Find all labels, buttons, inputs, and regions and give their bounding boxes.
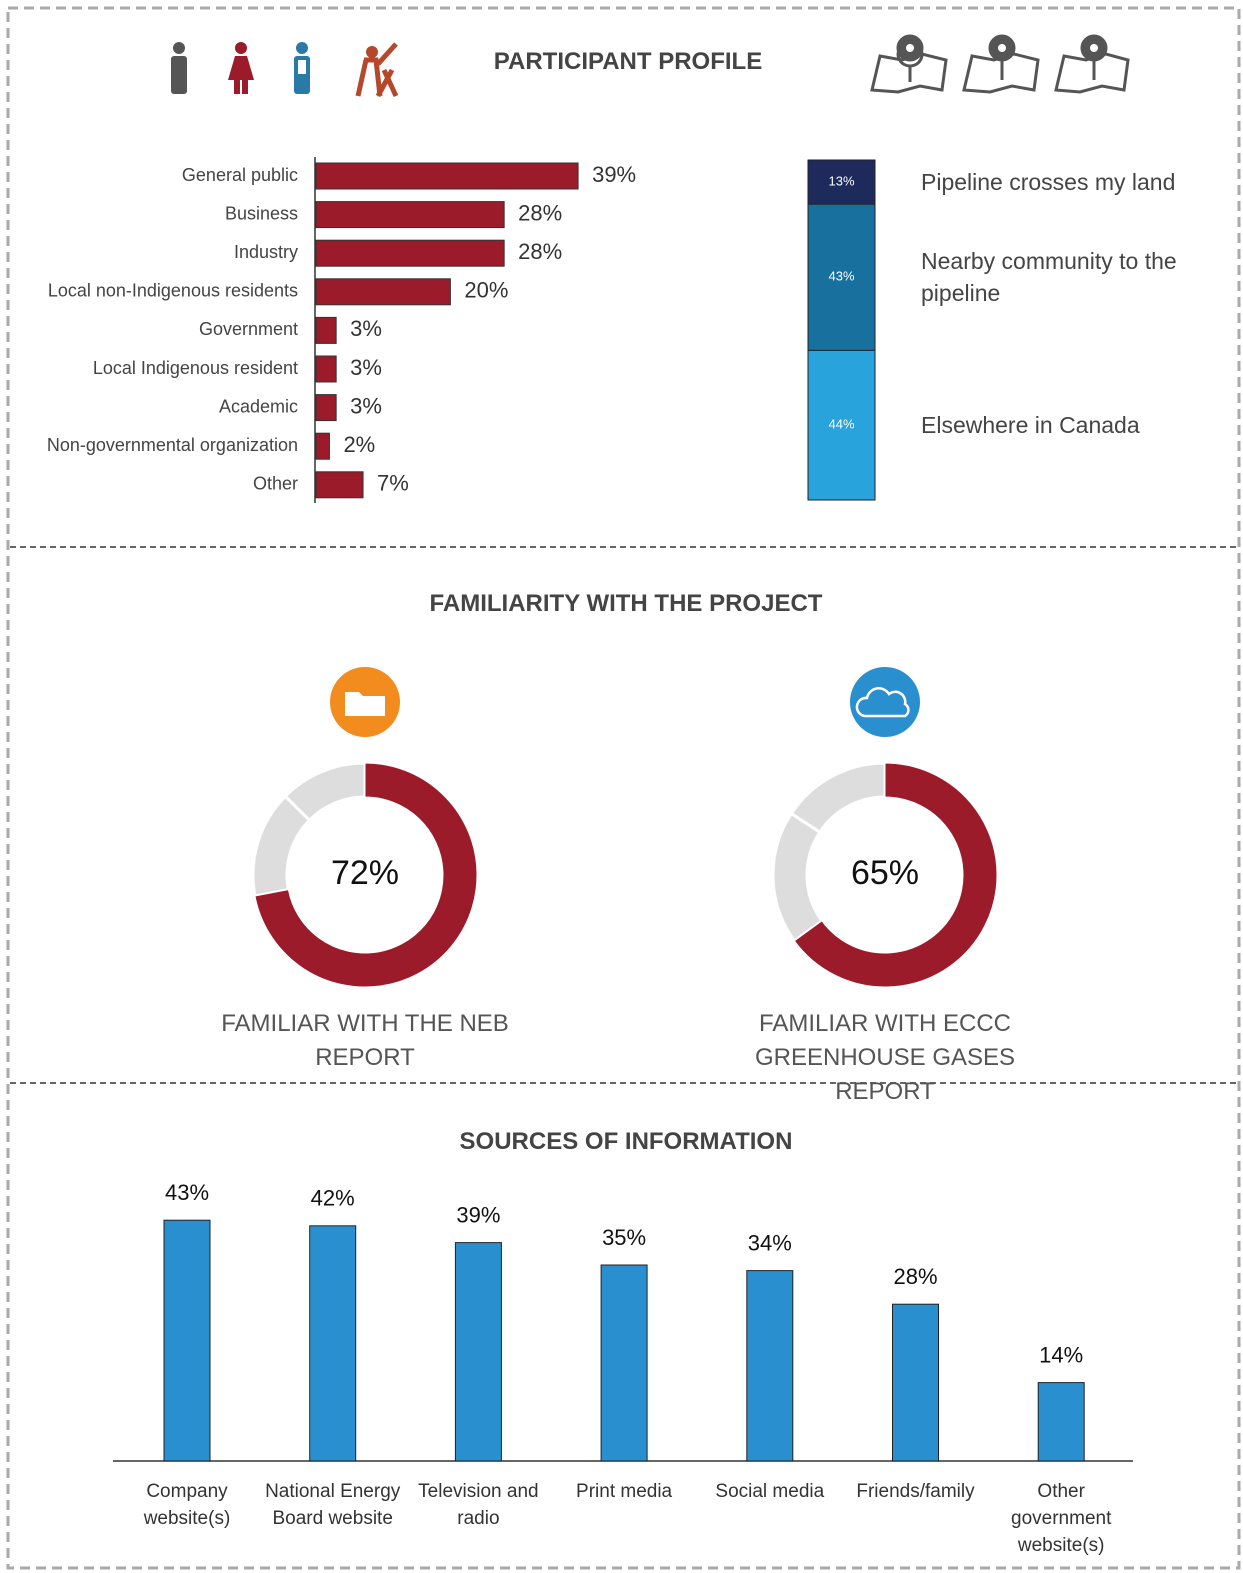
stack-segment <box>807 349 876 501</box>
segment-label: 44% <box>828 417 854 432</box>
bar <box>454 1242 502 1462</box>
bar <box>315 471 364 499</box>
category-label: Government <box>199 319 298 339</box>
category-label: Local Indigenous resident <box>93 358 298 378</box>
value-label: 2% <box>343 432 375 457</box>
bar <box>315 278 451 306</box>
segment-label: 43% <box>828 269 854 284</box>
value-label: 3% <box>350 316 382 341</box>
donut-label: FAMILIAR WITH THE NEB REPORT <box>221 1010 509 1071</box>
category-label: Social media <box>715 1481 825 1502</box>
bar <box>315 162 579 190</box>
bar <box>600 1264 648 1462</box>
donut-label: FAMILIAR WITH ECCC GREENHOUSE GASES REPO… <box>754 1010 1016 1105</box>
category-label: Local non-Indigenous residents <box>48 281 298 301</box>
stack-segment <box>807 159 876 205</box>
people-icons <box>171 42 399 98</box>
bar <box>315 201 505 229</box>
value-label: 14% <box>1039 1342 1083 1367</box>
donut-remainder <box>771 811 824 943</box>
donut-value: 72% <box>331 854 399 892</box>
category-label: Other government website(s) <box>1011 1481 1112 1556</box>
value-label: 39% <box>592 162 636 187</box>
bar <box>315 432 330 460</box>
category-label: Company website(s) <box>143 1481 231 1529</box>
category-label: General public <box>182 165 298 185</box>
bar <box>309 1225 357 1462</box>
bar <box>1037 1382 1085 1462</box>
value-label: 34% <box>748 1230 792 1255</box>
segment-label: 13% <box>828 174 854 189</box>
value-label: 43% <box>165 1180 209 1205</box>
value-label: 7% <box>377 471 409 496</box>
value-label: 3% <box>350 393 382 418</box>
bar <box>746 1270 794 1462</box>
bar <box>315 394 337 422</box>
cloud-icon <box>855 687 910 718</box>
value-label: 28% <box>893 1264 937 1289</box>
icon <box>850 667 920 737</box>
segment-legend: Elsewhere in Canada <box>921 412 1140 439</box>
value-label: 28% <box>518 200 562 225</box>
category-label: Friends/family <box>856 1481 975 1502</box>
map-icons <box>870 34 1130 94</box>
bar <box>315 316 337 344</box>
donut-value: 65% <box>851 854 919 892</box>
donut-remainder <box>789 761 887 835</box>
bar <box>315 355 337 383</box>
category-label: Business <box>225 203 298 223</box>
value-label: 3% <box>350 355 382 380</box>
border <box>6 6 1241 1570</box>
value-label: 35% <box>602 1225 646 1250</box>
section-title: FAMILIARITY WITH THE PROJECT <box>429 590 823 617</box>
category-label: Print media <box>576 1481 673 1502</box>
bar <box>315 239 505 267</box>
section-title: PARTICIPANT PROFILE <box>493 48 763 75</box>
category-label: Academic <box>219 396 298 416</box>
category-label: Other <box>253 474 298 494</box>
value-label: 39% <box>456 1202 500 1227</box>
category-label: Industry <box>234 242 298 262</box>
category-label: Television and radio <box>418 1481 539 1529</box>
segment-legend: Pipeline crosses my land <box>921 169 1176 196</box>
category-label: National Energy Board website <box>265 1481 401 1529</box>
value-label: 28% <box>518 239 562 264</box>
section-title: SOURCES OF INFORMATION <box>459 1128 793 1155</box>
value-label: 20% <box>464 278 508 303</box>
donut-arc <box>793 762 998 988</box>
donut-arc <box>254 762 478 988</box>
bar <box>892 1303 939 1462</box>
segment-legend: Nearby community to the pipeline <box>921 248 1177 307</box>
folder-icon <box>345 692 385 716</box>
value-label: 42% <box>311 1186 355 1211</box>
category-label: Non-governmental organization <box>47 435 298 455</box>
bar <box>163 1219 211 1462</box>
